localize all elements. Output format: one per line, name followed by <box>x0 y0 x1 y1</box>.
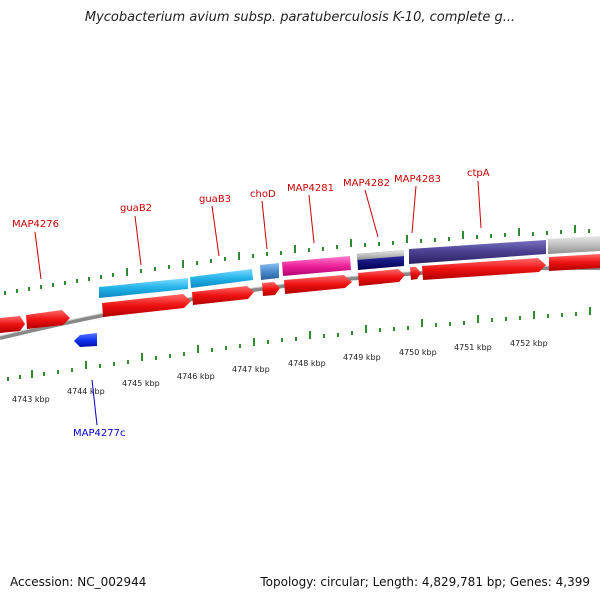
genome-backbone-highlight <box>0 265 600 337</box>
gene-bar-next <box>548 236 600 254</box>
forward-category-bars <box>99 236 600 298</box>
gene-bar-MAP4281 <box>282 256 351 276</box>
gene-bar-guaB3 <box>190 269 253 288</box>
cds-arrow <box>549 254 600 271</box>
forward-cds-arrows <box>0 254 600 333</box>
cds-arrow <box>26 310 70 329</box>
genome-summary: Topology: circular; Length: 4,829,781 bp… <box>260 575 590 589</box>
gene-label-MAP4276: MAP4276 <box>12 219 59 230</box>
gene-bar-guaB2 <box>99 278 188 298</box>
cds-arrow <box>0 316 25 333</box>
cds-arrow <box>192 286 254 305</box>
cds-arrow <box>410 267 421 280</box>
reverse-tick-row <box>7 307 591 381</box>
gene-label-MAP4277c: MAP4277c <box>73 428 125 439</box>
cds-arrow <box>358 269 405 286</box>
gene-label-MAP4281: MAP4281 <box>287 183 334 194</box>
cds-arrow <box>102 294 191 317</box>
gene-label-MAP4282: MAP4282 <box>343 178 390 189</box>
genome-title: Mycobacterium avium subsp. paratuberculo… <box>84 10 516 25</box>
accession-text: Accession: NC_002944 <box>10 575 147 589</box>
kbp-label: 4747 kbp <box>232 365 270 374</box>
kbp-label: 4752 kbp <box>510 339 548 348</box>
kbp-label: 4751 kbp <box>454 343 492 352</box>
kbp-label: 4745 kbp <box>122 379 160 388</box>
gene-bar-ctpA <box>409 240 546 264</box>
forward-tick-row <box>4 225 590 295</box>
gene-label-choD: choD <box>250 189 276 200</box>
gene-label-MAP4283: MAP4283 <box>394 174 441 185</box>
label-leader-lines <box>34 180 482 280</box>
label-leader-line-reverse <box>91 379 98 426</box>
kbp-label: 4744 kbp <box>67 387 105 396</box>
gene-label-ctpA: ctpA <box>467 168 490 179</box>
gene-bar-choD <box>260 263 279 280</box>
kbp-label: 4750 kbp <box>399 348 437 357</box>
gene-bar-MAP4282-grey <box>357 250 404 260</box>
cds-arrow <box>284 275 352 294</box>
gene-label-guaB3: guaB3 <box>199 194 231 205</box>
cds-arrow <box>422 258 546 280</box>
gene-label-guaB2: guaB2 <box>120 203 152 214</box>
kbp-label: 4743 kbp <box>12 395 50 404</box>
kbp-label: 4749 kbp <box>343 353 381 362</box>
kbp-label: 4748 kbp <box>288 359 326 368</box>
cds-arrow-reverse <box>74 333 97 347</box>
cds-arrow <box>262 282 280 296</box>
kbp-label: 4746 kbp <box>177 372 215 381</box>
